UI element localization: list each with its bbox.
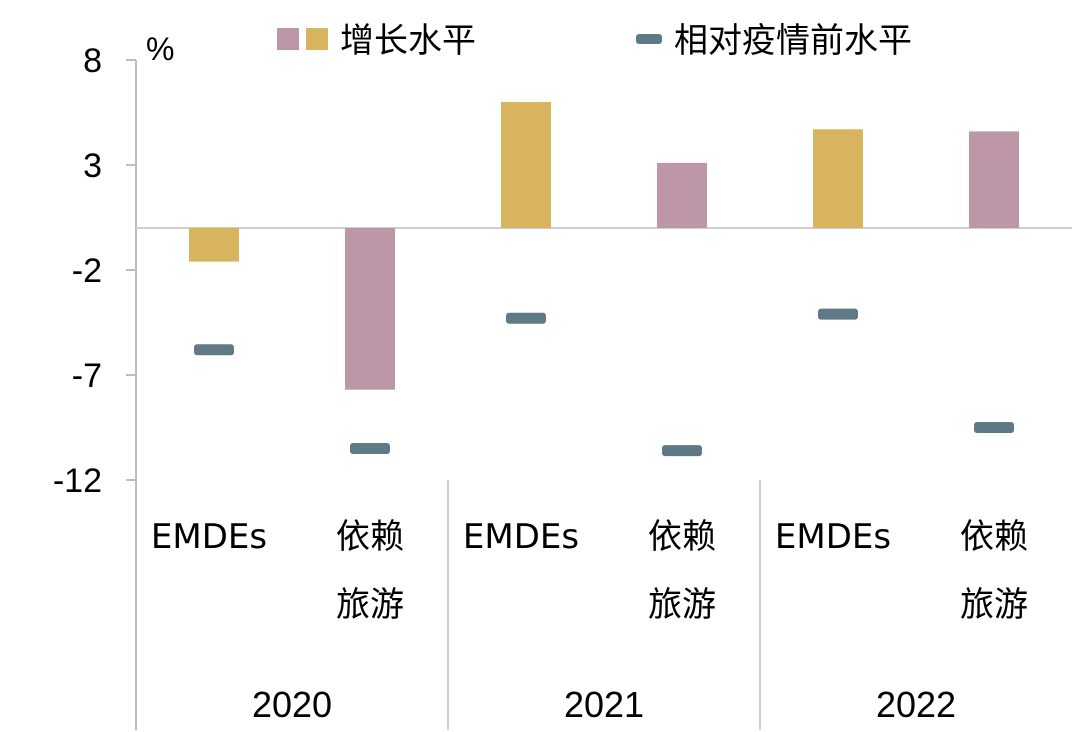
prepandemic-marker (350, 443, 390, 454)
category-label: 旅游 (336, 585, 404, 625)
y-tick-label: -2 (72, 252, 102, 290)
y-tick-label: 3 (83, 147, 102, 185)
category-label: EMDEs (463, 517, 579, 557)
legend-label: 相对疫情前水平 (674, 21, 912, 61)
category-label: 依赖 (960, 517, 1028, 557)
prepandemic-marker (974, 422, 1014, 433)
growth-bar (189, 228, 239, 262)
category-label: 依赖 (336, 517, 404, 557)
prepandemic-marker (818, 308, 858, 320)
y-unit-label: % (146, 31, 174, 67)
growth-bar (969, 131, 1019, 228)
y-tick-label: 8 (83, 42, 102, 80)
category-label: 依赖 (648, 517, 716, 557)
category-label: EMDEs (151, 517, 267, 557)
growth-bar (345, 228, 395, 390)
growth-bar (813, 129, 863, 228)
growth-bar (501, 102, 551, 228)
year-label: 2020 (252, 684, 332, 725)
legend-swatch (306, 28, 328, 50)
year-label: 2021 (564, 684, 644, 725)
bars (189, 102, 1019, 390)
legend-swatch (636, 34, 662, 44)
category-label: EMDEs (775, 517, 891, 557)
growth-bar (657, 162, 707, 228)
category-label: 旅游 (648, 585, 716, 625)
legend: 增长水平 相对疫情前水平 (277, 21, 912, 61)
legend-label: 增长水平 (340, 21, 476, 61)
prepandemic-marker (662, 445, 702, 457)
y-tick-label: -12 (53, 462, 102, 500)
prepandemic-marker (194, 344, 234, 356)
category-label: 旅游 (960, 585, 1028, 625)
markers (194, 308, 1014, 457)
prepandemic-marker (506, 312, 546, 324)
legend-swatch (277, 28, 299, 50)
year-label: 2022 (876, 684, 956, 725)
y-tick-label: -7 (72, 357, 102, 395)
axes: 8 3 -2 -7 -12% (53, 31, 1072, 730)
